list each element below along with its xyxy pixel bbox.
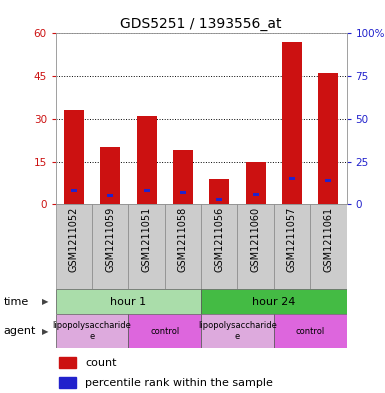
Bar xyxy=(289,177,295,180)
Bar xyxy=(59,377,76,388)
Bar xyxy=(209,179,229,204)
Bar xyxy=(59,357,76,368)
Text: percentile rank within the sample: percentile rank within the sample xyxy=(85,378,273,388)
Bar xyxy=(282,42,302,204)
Bar xyxy=(56,289,201,314)
Bar xyxy=(129,314,201,348)
Text: lipopolysaccharide
e: lipopolysaccharide e xyxy=(53,321,132,341)
Bar xyxy=(274,314,346,348)
Bar xyxy=(56,314,129,348)
Bar xyxy=(71,189,77,192)
Bar xyxy=(144,189,150,192)
Text: GSM1211056: GSM1211056 xyxy=(214,207,224,272)
Bar xyxy=(246,162,266,204)
Bar xyxy=(201,289,346,314)
Bar xyxy=(100,147,121,204)
Bar xyxy=(201,314,274,348)
Bar xyxy=(64,110,84,204)
Text: GSM1211059: GSM1211059 xyxy=(105,207,116,272)
Text: agent: agent xyxy=(4,326,36,336)
Text: time: time xyxy=(4,297,29,307)
Text: count: count xyxy=(85,358,116,368)
Bar xyxy=(129,204,165,289)
Text: GSM1211051: GSM1211051 xyxy=(142,207,152,272)
Text: ▶: ▶ xyxy=(42,327,49,336)
Bar xyxy=(318,73,338,204)
Text: lipopolysaccharide
e: lipopolysaccharide e xyxy=(198,321,277,341)
Bar xyxy=(325,179,331,182)
Bar xyxy=(274,204,310,289)
Text: GSM1211052: GSM1211052 xyxy=(69,207,79,272)
Bar xyxy=(137,116,157,204)
Text: control: control xyxy=(150,327,179,336)
Text: control: control xyxy=(296,327,325,336)
Bar xyxy=(201,204,238,289)
Bar xyxy=(238,204,274,289)
Bar xyxy=(310,204,346,289)
Text: GSM1211061: GSM1211061 xyxy=(323,207,333,272)
Bar xyxy=(107,195,113,197)
Bar xyxy=(165,204,201,289)
Bar xyxy=(56,204,92,289)
Bar xyxy=(173,150,193,204)
Text: GSM1211058: GSM1211058 xyxy=(178,207,188,272)
Bar xyxy=(180,191,186,194)
Title: GDS5251 / 1393556_at: GDS5251 / 1393556_at xyxy=(121,17,282,31)
Text: hour 1: hour 1 xyxy=(110,297,147,307)
Bar xyxy=(216,198,222,201)
Text: hour 24: hour 24 xyxy=(252,297,296,307)
Text: GSM1211060: GSM1211060 xyxy=(251,207,261,272)
Bar xyxy=(253,193,259,196)
Text: GSM1211057: GSM1211057 xyxy=(287,207,297,272)
Bar xyxy=(92,204,129,289)
Text: ▶: ▶ xyxy=(42,297,49,306)
